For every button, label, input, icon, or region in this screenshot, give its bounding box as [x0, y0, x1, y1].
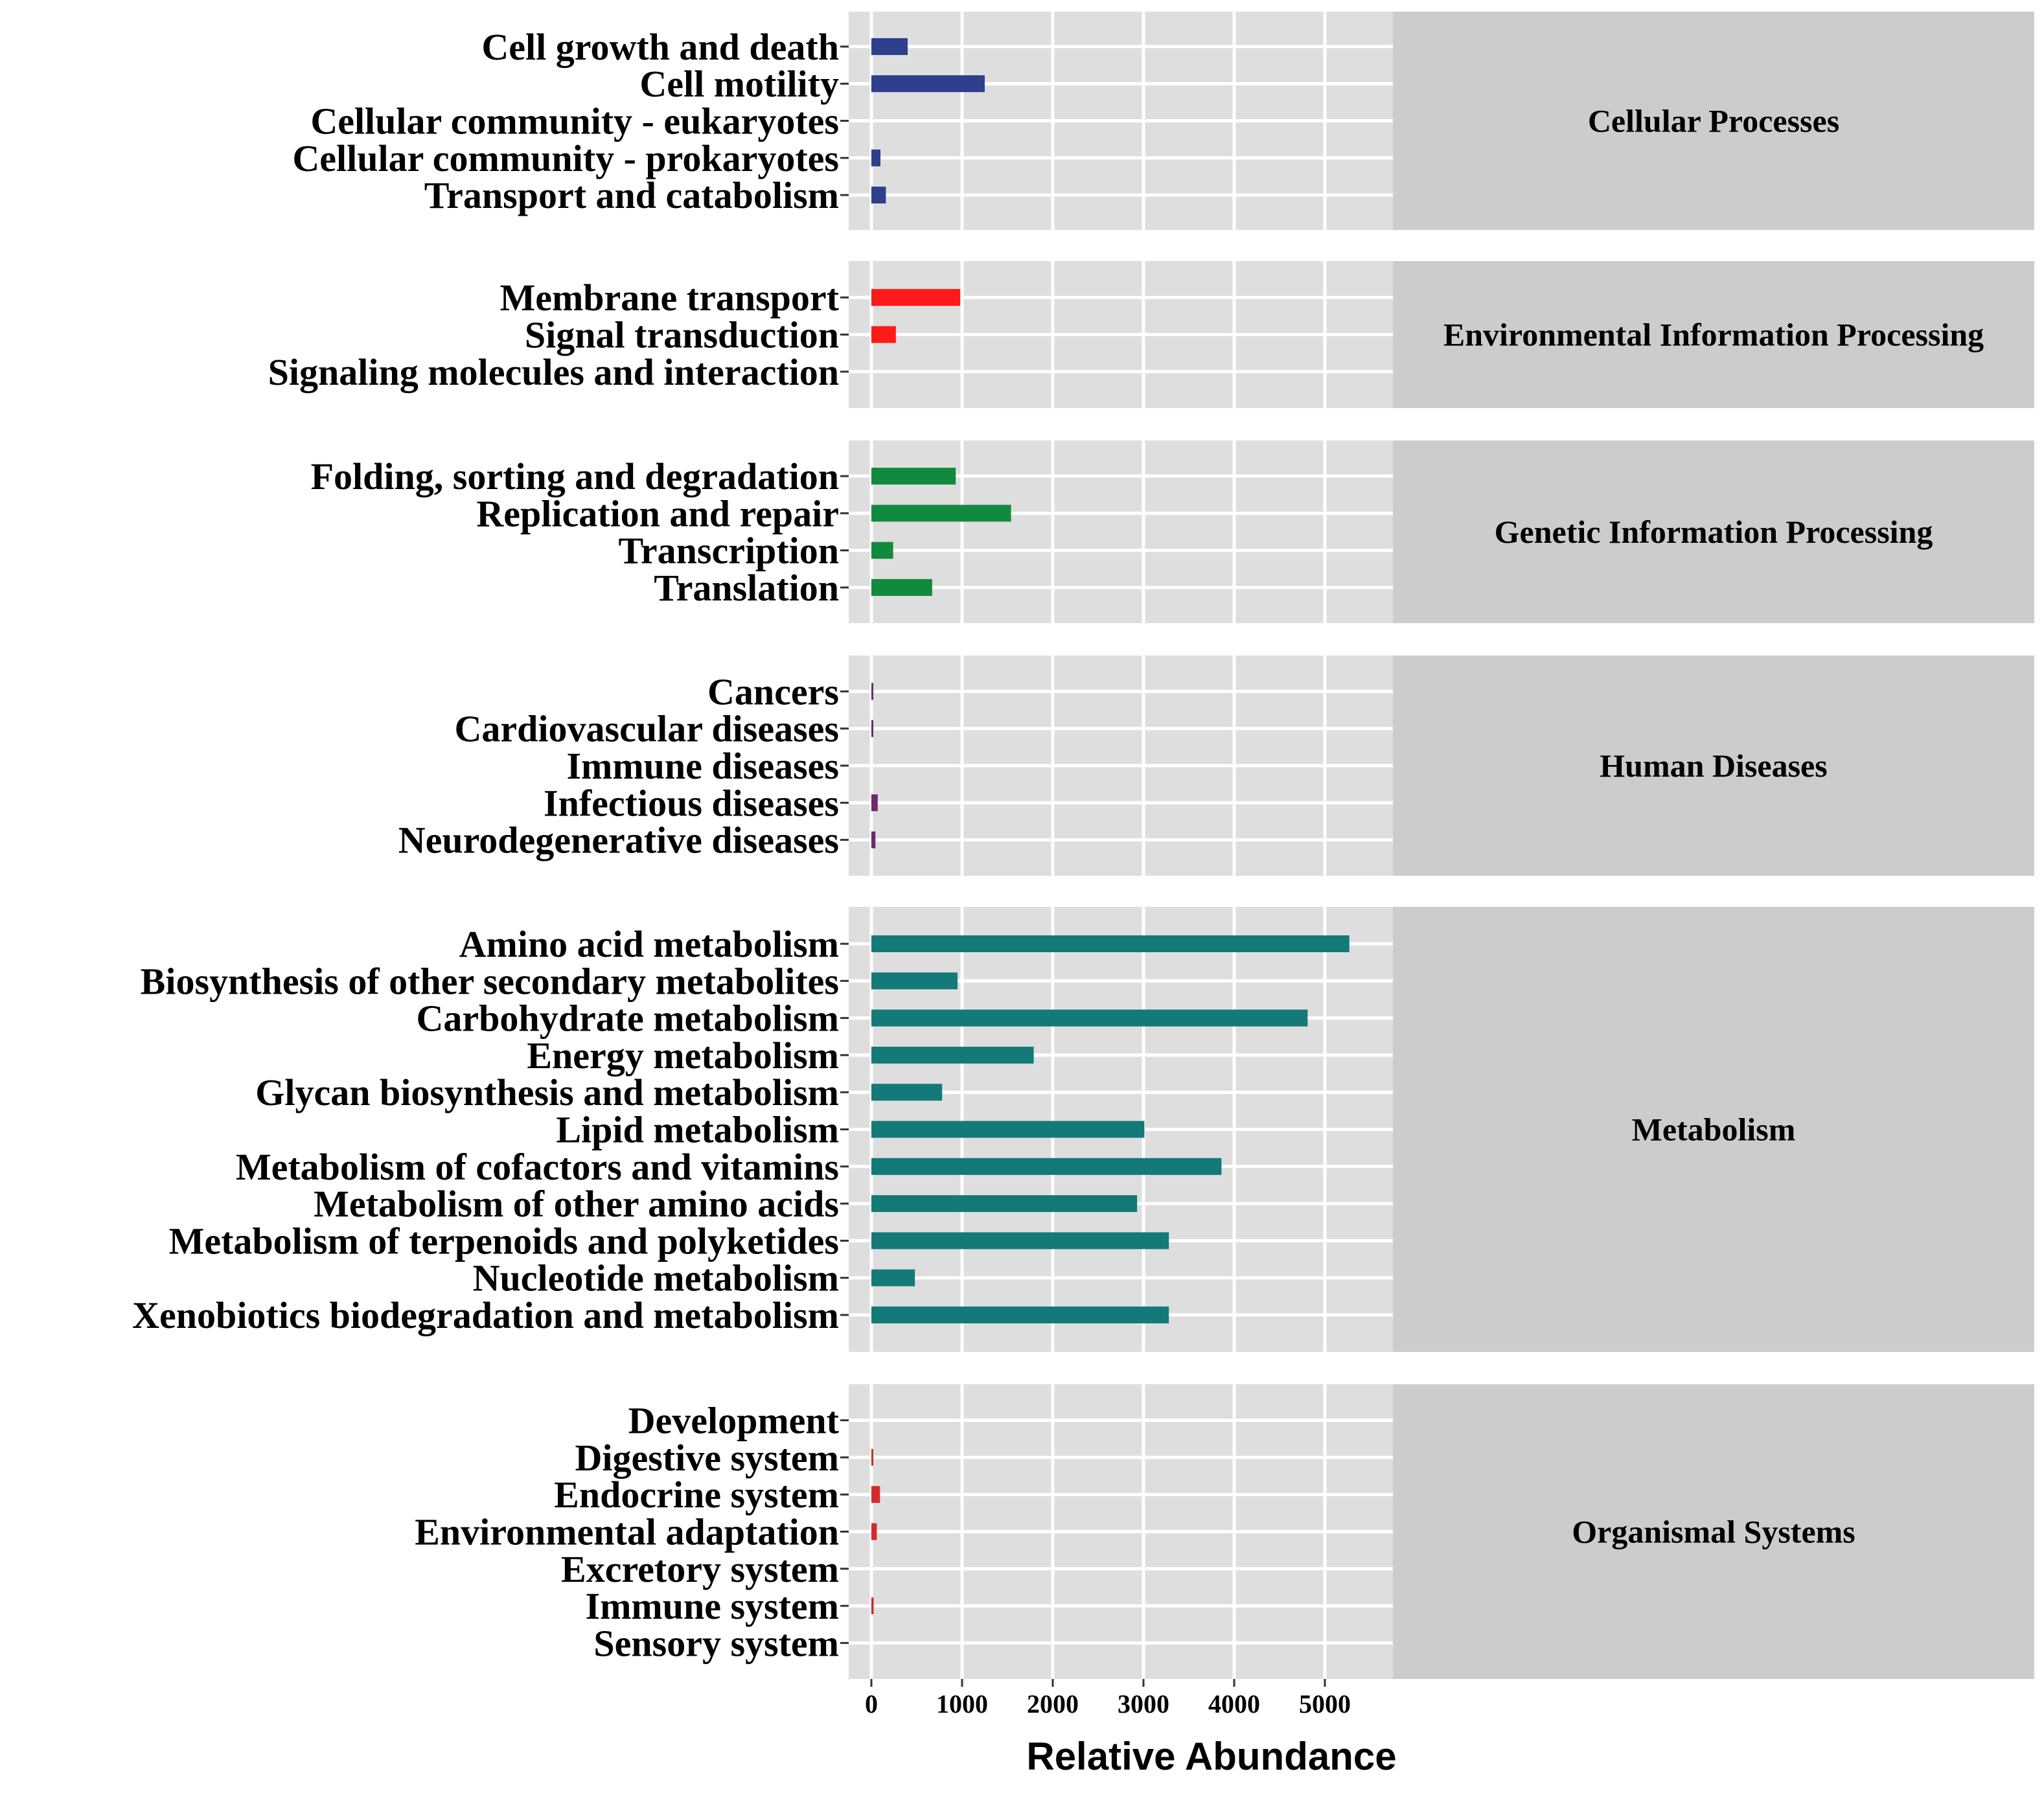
category-label: Cardiovascular diseases: [455, 708, 839, 750]
bar-endocrine-system: [871, 1486, 880, 1503]
bar-amino-acid-metabolism: [871, 935, 1349, 952]
facet-strip-label: Genetic Information Processing: [1495, 514, 1933, 550]
bar-cell-motility: [871, 75, 985, 93]
x-tick-label: 1000: [936, 1689, 988, 1718]
bar-replication-and-repair: [871, 505, 1011, 522]
category-label: Amino acid metabolism: [459, 923, 839, 965]
category-label: Cell growth and death: [481, 26, 839, 68]
category-label: Energy metabolism: [527, 1034, 839, 1077]
facet-strip-label: Human Diseases: [1600, 748, 1827, 784]
facet-strip-genetic-information-processing: [1393, 440, 2034, 623]
category-label: Metabolism of cofactors and vitamins: [236, 1146, 839, 1188]
bar-nucleotide-metabolism: [871, 1269, 915, 1286]
bar-signal-transduction: [871, 326, 896, 343]
category-label: Signaling molecules and interaction: [268, 351, 839, 393]
bar-infectious-diseases: [871, 794, 878, 812]
category-label: Transcription: [619, 530, 840, 572]
category-label: Endocrine system: [554, 1474, 839, 1516]
x-tick-label: 4000: [1208, 1689, 1260, 1718]
bar-cellular-community-prokaryotes: [871, 149, 880, 166]
category-label: Metabolism of terpenoids and polyketides: [169, 1220, 839, 1262]
category-label: Folding, sorting and degradation: [311, 455, 839, 497]
category-label: Immune system: [586, 1585, 839, 1627]
bar-environmental-adaptation: [871, 1523, 877, 1540]
category-label: Transport and catabolism: [424, 174, 839, 216]
bar-neurodegenerative-diseases: [871, 831, 876, 849]
category-label: Development: [628, 1400, 840, 1442]
category-label: Biosynthesis of other secondary metaboli…: [141, 960, 839, 1002]
category-label: Excretory system: [561, 1548, 839, 1590]
x-tick-label: 3000: [1118, 1689, 1169, 1718]
bar-folding-sorting-and-degradation: [871, 468, 956, 485]
category-label: Metabolism of other amino acids: [314, 1183, 839, 1225]
category-label: Replication and repair: [476, 492, 839, 534]
bar-immune-system: [871, 1597, 874, 1615]
category-label: Translation: [654, 567, 839, 609]
category-label: Digestive system: [575, 1437, 839, 1479]
bar-cell-growth-and-death: [871, 38, 908, 55]
x-tick-label: 5000: [1299, 1689, 1351, 1718]
facet-strip-environmental-information-processing: [1393, 261, 2034, 408]
facet-strip-cellular-processes: [1393, 12, 2034, 230]
category-label: Cell motility: [639, 63, 839, 105]
category-label: Immune diseases: [566, 745, 839, 787]
bar-glycan-biosynthesis-and-metabolism: [871, 1084, 943, 1101]
category-label: Cellular community - eukaryotes: [310, 100, 839, 143]
facet-strip-metabolism: [1393, 907, 2034, 1352]
bar-carbohydrate-metabolism: [871, 1009, 1308, 1027]
bar-biosynthesis-of-other-secondary-metabolites: [871, 972, 958, 990]
category-label: Membrane transport: [500, 277, 839, 319]
bar-cancers: [871, 683, 873, 700]
category-label: Carbohydrate metabolism: [417, 998, 839, 1040]
bar-translation: [871, 578, 932, 596]
category-label: Signal transduction: [525, 314, 839, 356]
bar-cardiovascular-diseases: [871, 720, 873, 737]
bar-energy-metabolism: [871, 1046, 1034, 1064]
x-axis-title: Relative Abundance: [1026, 1735, 1396, 1778]
bar-digestive-system: [871, 1448, 873, 1466]
category-label: Xenobiotics biodegradation and metabolis…: [132, 1294, 839, 1336]
bar-membrane-transport: [871, 289, 961, 306]
bar-metabolism-of-terpenoids-and-polyketides: [871, 1232, 1169, 1250]
category-label: Environmental adaptation: [415, 1511, 839, 1553]
facet-strip-human-diseases: [1393, 656, 2034, 876]
x-tick-label: 2000: [1027, 1689, 1079, 1718]
bar-transcription: [871, 542, 893, 559]
x-tick-label: 0: [865, 1689, 878, 1718]
facet-strip-label: Metabolism: [1632, 1112, 1796, 1148]
category-label: Lipid metabolism: [556, 1109, 839, 1151]
bar-xenobiotics-biodegradation-and-metabolism: [871, 1307, 1169, 1323]
category-label: Infectious diseases: [544, 782, 839, 824]
bar-transport-and-catabolism: [871, 187, 886, 204]
category-label: Nucleotide metabolism: [473, 1257, 839, 1299]
bar-metabolism-of-cofactors-and-vitamins: [871, 1158, 1222, 1175]
bar-metabolism-of-other-amino-acids: [871, 1195, 1138, 1213]
facet-strip-label: Environmental Information Processing: [1443, 317, 1984, 353]
category-label: Cellular community - prokaryotes: [292, 137, 839, 179]
bar-lipid-metabolism: [871, 1121, 1145, 1138]
facet-strip-organismal-systems: [1393, 1384, 2034, 1679]
category-label: Sensory system: [593, 1622, 839, 1664]
category-label: Cancers: [707, 670, 839, 713]
facet-strip-label: Cellular Processes: [1588, 103, 1839, 139]
category-label: Glycan biosynthesis and metabolism: [255, 1071, 839, 1113]
facet-strip-label: Organismal Systems: [1572, 1514, 1855, 1550]
category-label: Neurodegenerative diseases: [398, 819, 839, 862]
